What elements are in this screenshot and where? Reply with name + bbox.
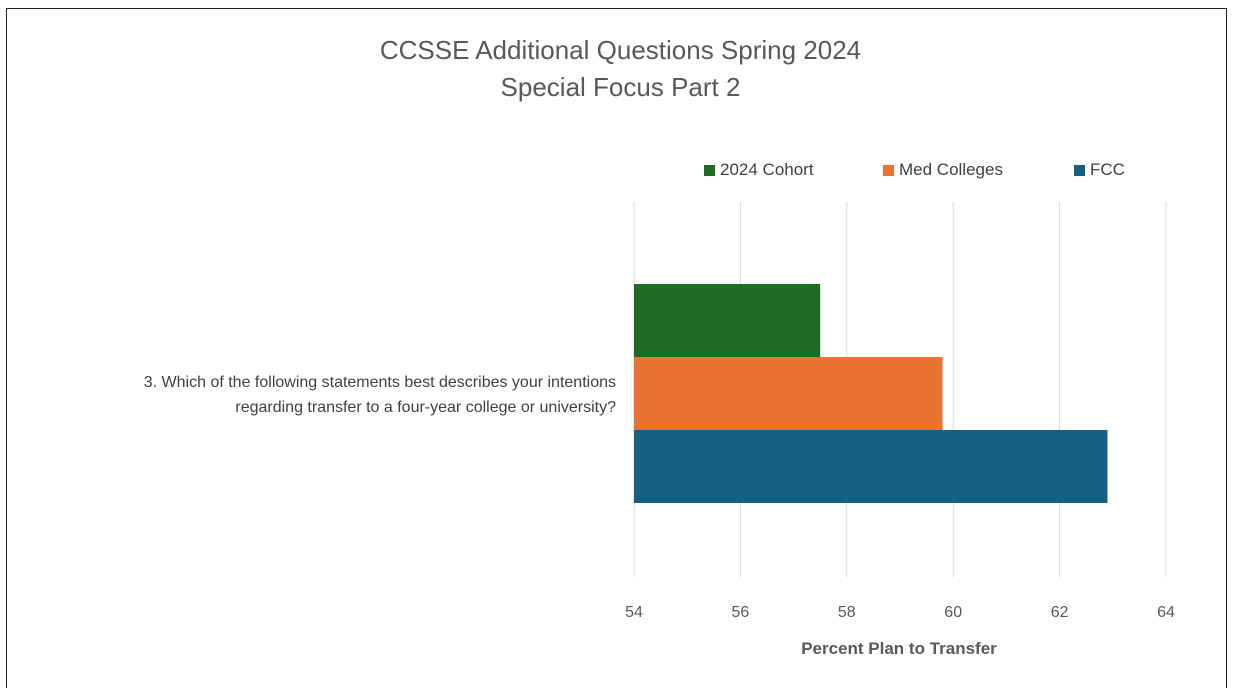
legend-item-fcc: FCC [1074,160,1125,180]
category-label-line-1: 3. Which of the following statements bes… [143,374,616,391]
chart-title-line-2: Special Focus Part 2 [500,72,741,102]
x-tick-label-56: 56 [732,604,750,621]
bar-med-colleges [634,357,943,430]
x-tick-label-54: 54 [625,604,643,621]
legend-item-med-colleges: Med Colleges [883,160,1003,180]
category-label: 3. Which of the following statements bes… [16,370,616,420]
category-label-line-2: regarding transfer to a four-year colleg… [235,399,616,416]
x-tick-label-62: 62 [1051,604,1069,621]
chart-title-line-1: CCSSE Additional Questions Spring 2024 [379,35,862,65]
x-axis-label: Percent Plan to Transfer [801,639,997,658]
chart-title: CCSSE Additional Questions Spring 2024 S… [0,32,1233,106]
legend-label-fcc: FCC [1090,160,1125,179]
x-tick-label-58: 58 [838,604,856,621]
chart-frame [6,8,1227,688]
x-tick-label-64: 64 [1157,604,1175,621]
legend-swatch-fcc [1074,164,1085,176]
bar-2024-cohort [634,284,821,357]
legend-label-med-colleges: Med Colleges [899,160,1003,179]
legend-swatch-2024-cohort [704,164,715,176]
x-tick-label-60: 60 [944,604,962,621]
bar-fcc [634,430,1108,503]
legend: 2024 Cohort Med Colleges FCC [0,160,1233,184]
legend-item-2024-cohort: 2024 Cohort [704,160,814,180]
legend-swatch-med-colleges [883,164,894,176]
legend-label-2024-cohort: 2024 Cohort [720,160,814,179]
